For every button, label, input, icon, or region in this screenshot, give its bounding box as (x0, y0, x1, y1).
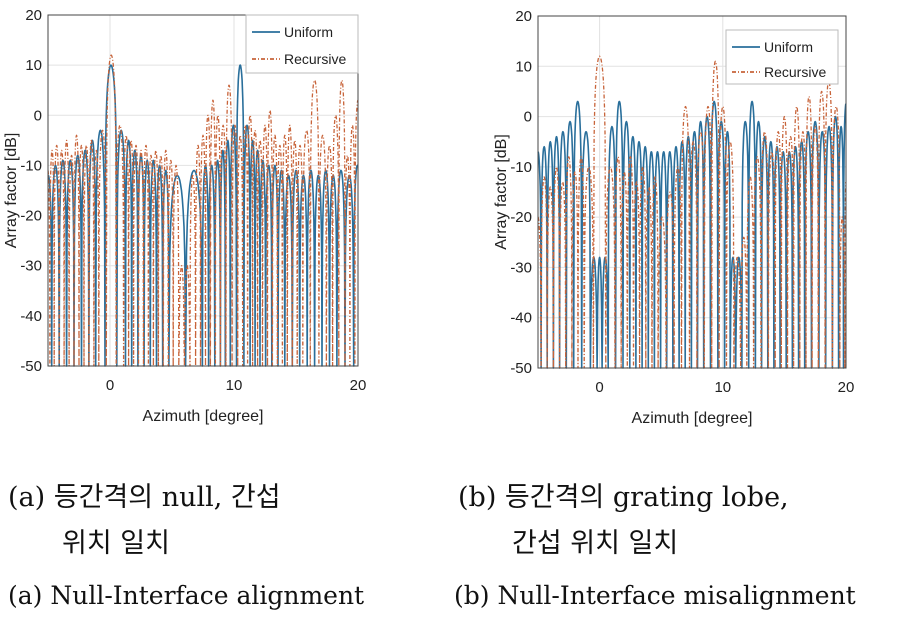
plot-frame (537, 15, 847, 369)
y-tick-label: 20 (515, 8, 532, 25)
y-axis-label: Array factor [dB] (493, 134, 510, 250)
y-tick-label: -30 (20, 258, 42, 275)
y-tick-label: 0 (34, 107, 42, 124)
chart-panel-b: 20 10 0 -10 -20 -30 -40 -50 0 10 20 Azimuth [degree… (493, 8, 855, 427)
legend-label-recursive: Recursive (764, 64, 826, 80)
x-tick-label: 20 (838, 379, 855, 396)
x-tick-label: 0 (595, 379, 603, 396)
legend-box (245, 14, 359, 74)
y-axis-label: Array factor [dB] (3, 133, 20, 249)
x-tick-label: 10 (714, 379, 731, 396)
caption-a-english: (a) Null-Interface alignment (8, 581, 365, 610)
y-tick-label: -40 (20, 308, 42, 325)
caption-b-korean-line1: (b) 등간격의 grating lobe, (458, 482, 789, 513)
x-tick-label: 10 (226, 377, 243, 394)
y-tick-label: -50 (20, 358, 42, 375)
legend-box (725, 29, 839, 85)
legend-label-recursive: Recursive (284, 51, 346, 67)
y-tick-label: -20 (20, 208, 42, 225)
legend-label-uniform: Uniform (764, 39, 813, 55)
x-tick-label: 20 (350, 377, 367, 394)
y-tick-label: 10 (25, 57, 42, 74)
y-tick-label: -40 (510, 310, 532, 327)
y-tick-label: -10 (510, 159, 532, 176)
caption-b-korean-line2: 간섭 위치 일치 (512, 528, 679, 559)
series-line-recursive (537, 55, 847, 369)
y-tick-label: -20 (510, 209, 532, 226)
caption-a-korean-line1: (a) 등간격의 null, 간섭 (8, 482, 281, 513)
x-axis-label: Azimuth [degree] (632, 410, 753, 427)
x-tick-label: 0 (106, 377, 114, 394)
legend-label-uniform: Uniform (284, 24, 333, 40)
chart-panel-a: 20 10 0 -10 -20 -30 -40 -50 0 10 20 Azimuth [degree… (3, 7, 367, 425)
caption-a-korean-line2: 위치 일치 (62, 528, 170, 559)
y-tick-label: 0 (524, 109, 532, 126)
x-axis-label: Azimuth [degree] (143, 408, 264, 425)
plot-frame (47, 14, 359, 367)
caption-b-english: (b) Null-Interface misalignment (454, 581, 856, 610)
series-line-recursive (47, 54, 359, 367)
y-tick-label: 20 (25, 7, 42, 24)
y-tick-label: -30 (510, 259, 532, 276)
y-tick-label: 10 (515, 58, 532, 75)
y-tick-label: -50 (510, 360, 532, 377)
series-line-uniform (47, 64, 359, 367)
y-tick-label: -10 (20, 157, 42, 174)
